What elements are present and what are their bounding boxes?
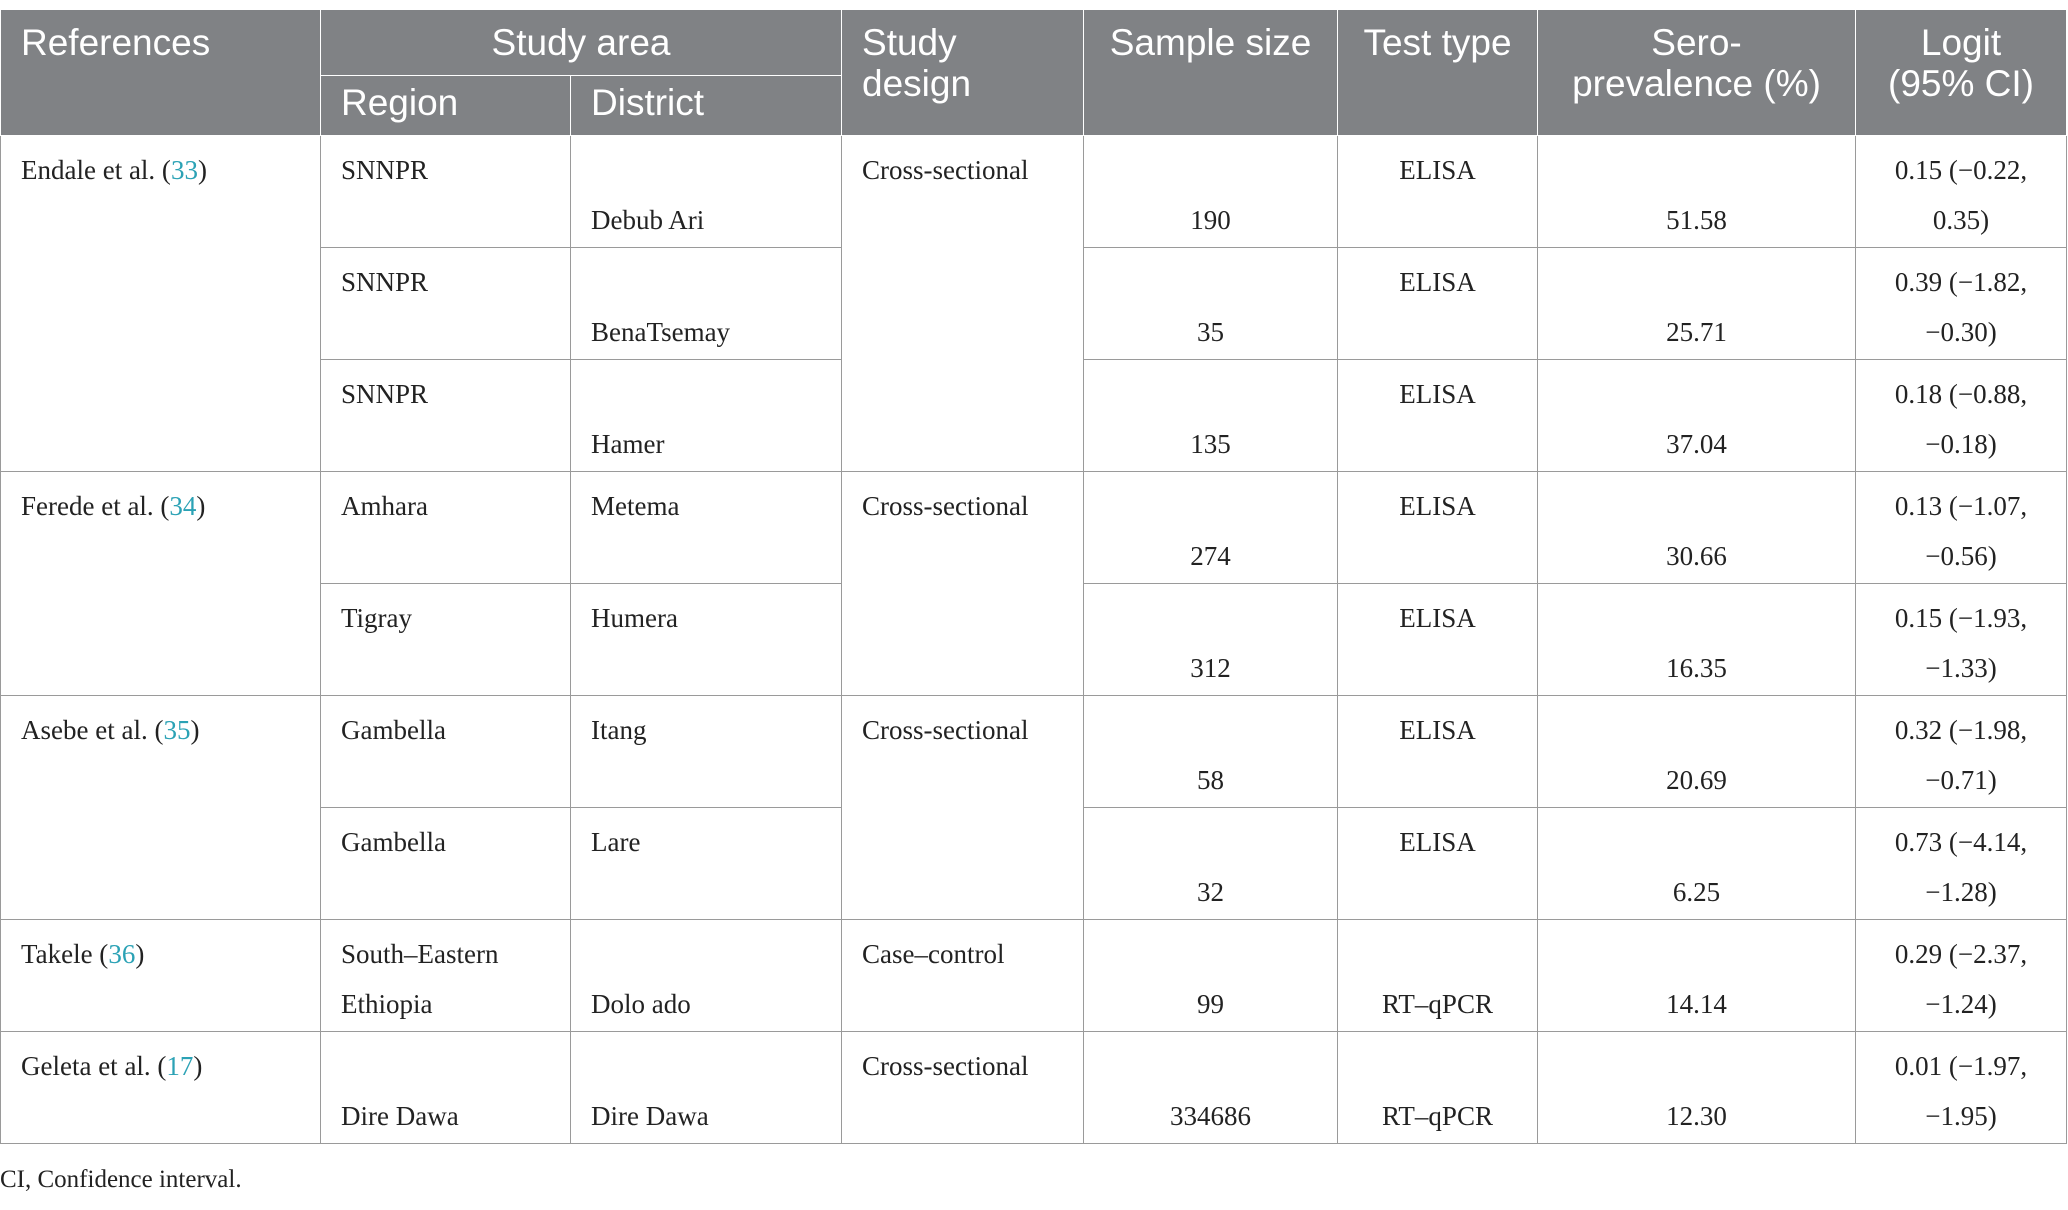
header-test-type: Test type [1337,9,1539,136]
table-row: Ferede et al. (34) Amhara Metema Cross-sect… [0,471,2068,696]
seroprevalence-cell: 25.71 [1537,247,1857,360]
region-cell: Tigray [320,583,571,696]
sample-size-cell: 32 [1083,807,1339,920]
table-footnote: CI, Confidence interval. [0,1166,242,1193]
study-design-cell: Cross-sectional [841,135,1085,472]
header-study-area: Study area [319,9,843,76]
logit-cell: 0.29 (−2.37, −1.24) [1855,919,2068,1032]
reference-link[interactable]: 35 [163,715,191,745]
table-row: Endale et al. (33) SNNPR Debub Ari Cross-se… [0,135,2068,472]
district-cell: Humera [569,583,843,696]
sample-size-cell: 35 [1083,247,1339,360]
reference-link[interactable]: 33 [170,155,198,185]
district-cell: Lare [569,807,843,920]
reference-cell: Takele (36) [0,919,321,1032]
header-references: References [0,9,321,136]
header-logit: Logit (95% CI) [1855,9,2068,136]
district-cell: Dire Dawa [569,1031,843,1144]
seroprevalence-cell: 12.30 [1537,1031,1857,1144]
test-type-cell: RT–qPCR [1337,1031,1539,1144]
region-cell: SNNPR [320,359,571,472]
header-district: District [569,75,843,136]
region-cell: SNNPR [320,135,571,248]
table-row: Geleta et al. (17) Dire Dawa Dire Dawa Cros… [0,1031,2068,1144]
table-row: Asebe et al. (35) Gambella Itang Cross-sect… [0,695,2068,920]
reference-cell: Asebe et al. (35) [0,695,321,920]
seroprevalence-cell: 6.25 [1537,807,1857,920]
table-row: Takele (36) South–Eastern Ethiopia Dolo ado… [0,919,2068,1032]
reference-cell: Ferede et al. (34) [0,471,321,696]
seroprevalence-cell: 30.66 [1537,471,1857,584]
region-cell: Gambella [320,807,571,920]
test-type-cell: RT–qPCR [1337,919,1539,1032]
logit-cell: 0.15 (−1.93, −1.33) [1855,583,2068,696]
study-design-cell: Case–control [841,919,1085,1032]
table-row: Tigray Humera 312 ELISA 16.35 0.15 (−1.93, −1.… [1,583,2068,696]
seroprevalence-cell: 20.69 [1537,695,1857,808]
test-type-cell: ELISA [1337,359,1539,472]
header-sample-size: Sample size [1083,9,1339,136]
region-cell: Gambella [320,695,571,808]
seroprevalence-cell: 51.58 [1537,135,1857,248]
table-row: Gambella Lare 32 ELISA 6.25 0.73 (−4.14, −1.28… [1,807,2068,920]
logit-cell: 0.18 (−0.88, −0.18) [1855,359,2068,472]
reference-link[interactable]: 36 [108,939,136,969]
table-row: SNNPR Hamer 135 ELISA 37.04 0.18 (−0.88, −0.18… [1,359,2068,472]
study-design-cell: Cross-sectional [841,471,1085,696]
test-type-cell: ELISA [1337,135,1539,248]
study-design-cell: Cross-sectional [841,1031,1085,1144]
region-cell: SNNPR [320,247,571,360]
test-type-cell: ELISA [1337,695,1539,808]
sample-size-cell: 274 [1083,471,1339,584]
district-cell: Dolo ado [569,919,843,1032]
seroprevalence-cell: 16.35 [1537,583,1857,696]
sample-size-cell: 190 [1083,135,1339,248]
seroprevalence-cell: 14.14 [1537,919,1857,1032]
logit-cell: 0.39 (−1.82, −0.30) [1855,247,2068,360]
logit-cell: 0.15 (−0.22, 0.35) [1855,135,2068,248]
table-container: References Study area Study design Sample… [0,9,2068,1144]
district-cell: Debub Ari [569,135,843,248]
logit-cell: 0.32 (−1.98, −0.71) [1855,695,2068,808]
district-cell: Metema [569,471,843,584]
study-design-cell: Cross-sectional [841,695,1085,920]
test-type-cell: ELISA [1337,583,1539,696]
reference-link[interactable]: 17 [166,1051,194,1081]
sample-size-cell: 135 [1083,359,1339,472]
sample-size-cell: 334686 [1083,1031,1339,1144]
logit-cell: 0.73 (−4.14, −1.28) [1855,807,2068,920]
test-type-cell: ELISA [1337,471,1539,584]
test-type-cell: ELISA [1337,247,1539,360]
district-cell: Hamer [569,359,843,472]
district-cell: Itang [569,695,843,808]
seroprevalence-cell: 37.04 [1537,359,1857,472]
header-region: Region [320,75,571,136]
header-study-design: Study design [841,9,1085,136]
district-cell: BenaTsemay [569,247,843,360]
region-cell: Dire Dawa [320,1031,571,1144]
reference-link[interactable]: 34 [169,491,197,521]
sample-size-cell: 312 [1083,583,1339,696]
region-cell: Amhara [320,471,571,584]
sample-size-cell: 99 [1083,919,1339,1032]
reference-cell: Geleta et al. (17) [0,1031,321,1144]
seroprevalence-table: References Study area Study design Sample… [0,9,2068,1144]
region-cell: South–Eastern Ethiopia [320,919,571,1032]
header-seroprevalence: Sero-prevalence (%) [1537,9,1857,136]
test-type-cell: ELISA [1337,807,1539,920]
logit-cell: 0.13 (−1.07, −0.56) [1855,471,2068,584]
reference-cell: Endale et al. (33) [0,135,321,472]
logit-cell: 0.01 (−1.97, −1.95) [1855,1031,2068,1144]
sample-size-cell: 58 [1083,695,1339,808]
